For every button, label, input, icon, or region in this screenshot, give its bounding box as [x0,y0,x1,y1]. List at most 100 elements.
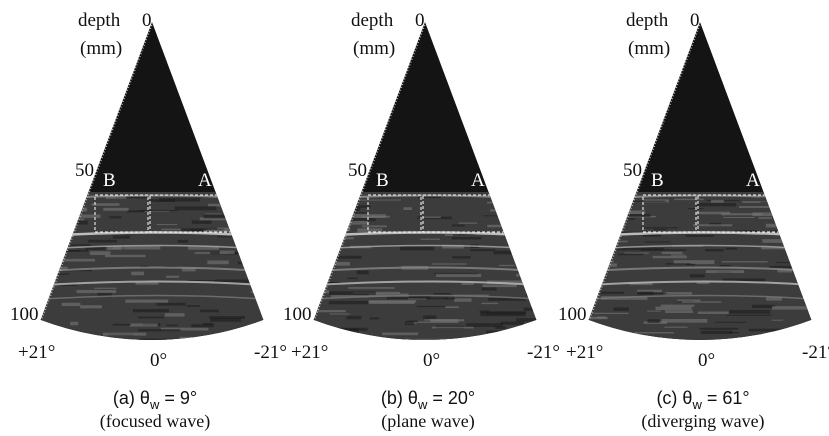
speckle [166,276,179,278]
speckle [357,271,369,275]
speckle [663,292,692,295]
speckle [420,239,440,240]
speckle [432,263,467,264]
speckle [815,205,823,207]
depth-tick: 50 [623,160,642,181]
speckle [335,218,376,221]
speckle [592,313,629,314]
depth-tick: 100 [558,304,587,325]
speckle [505,222,525,225]
speckle [357,200,401,201]
speckle [43,273,70,274]
speckle [490,209,535,211]
speckle [306,259,315,261]
speckle [772,331,811,333]
speckle [777,339,802,342]
speckle [811,302,829,303]
speckle [719,265,731,266]
panel: depth(mm)050100BA+21°0°-21°(b) θw = 20°(… [273,10,569,432]
caption-mode: (focused wave) [100,411,210,432]
speckle [452,237,482,239]
speckle [42,267,61,269]
speckle [579,261,607,263]
region-label: B [376,170,389,191]
speckle [423,315,436,319]
unit-label: (mm) [80,38,122,59]
speckle [175,206,217,210]
speckle [247,251,283,255]
speckle [346,214,386,218]
speckle [61,197,82,200]
speckle [220,251,235,254]
speckle [783,221,819,222]
speckle [66,250,88,252]
speckle [80,305,102,308]
speckle [698,312,729,314]
speckle [165,313,185,316]
speckle [331,256,362,259]
speckle [699,328,738,330]
speckle [580,228,613,230]
speckle [340,237,354,239]
speckle [686,235,714,237]
angle-label: 0° [150,350,167,371]
region-label: A [746,170,760,191]
speckle [516,318,556,321]
caption-suffix: = 9° [159,388,197,408]
speckle [259,259,275,261]
speckle [501,322,524,325]
speckle [406,339,452,342]
speckle [208,204,234,207]
speckle [103,208,128,211]
speckle [347,316,362,319]
speckle [693,224,732,226]
speckle [711,200,724,203]
speckle [626,214,650,217]
angle-label: -21° [527,342,560,363]
speckle [536,216,547,219]
speckle [307,310,346,312]
speckle [62,303,81,306]
speckle [157,303,186,306]
speckle [624,201,665,202]
speckle [133,309,169,312]
speckle [516,274,534,276]
speckle [192,220,212,223]
speckle [330,313,350,314]
speckle [30,219,63,220]
region-label: B [651,170,664,191]
unit-label: (mm) [628,38,670,59]
speckle [125,300,168,303]
depth-tick: 100 [283,304,312,325]
speckle [801,261,811,264]
speckle [408,298,426,299]
speckle [36,275,57,277]
speckle [528,288,540,291]
speckle [348,287,395,289]
speckle [624,253,649,254]
figure: depth(mm)050100BA+21°0°-21°(a) θw = 9°(f… [0,0,829,436]
speckle [205,213,247,214]
speckle [222,335,267,337]
speckle [200,310,219,313]
speckle [204,214,236,218]
speckle [103,333,146,336]
speckle [726,248,737,250]
speckle [705,249,724,251]
speckle [32,290,41,292]
speckle [525,298,552,299]
speckle [766,224,783,228]
speckle [534,234,560,236]
speckle [536,271,555,272]
speckle [661,305,695,307]
angle-label: +21° [566,342,603,363]
speckle [430,319,459,321]
speckle [130,323,158,326]
angle-label: 0° [698,350,715,371]
caption-prefix: (b) θ [381,388,418,408]
speckle [157,224,178,225]
region-label: A [198,170,212,191]
caption-prefix: (a) θ [113,388,150,408]
speckle [109,216,122,218]
speckle [686,264,695,266]
